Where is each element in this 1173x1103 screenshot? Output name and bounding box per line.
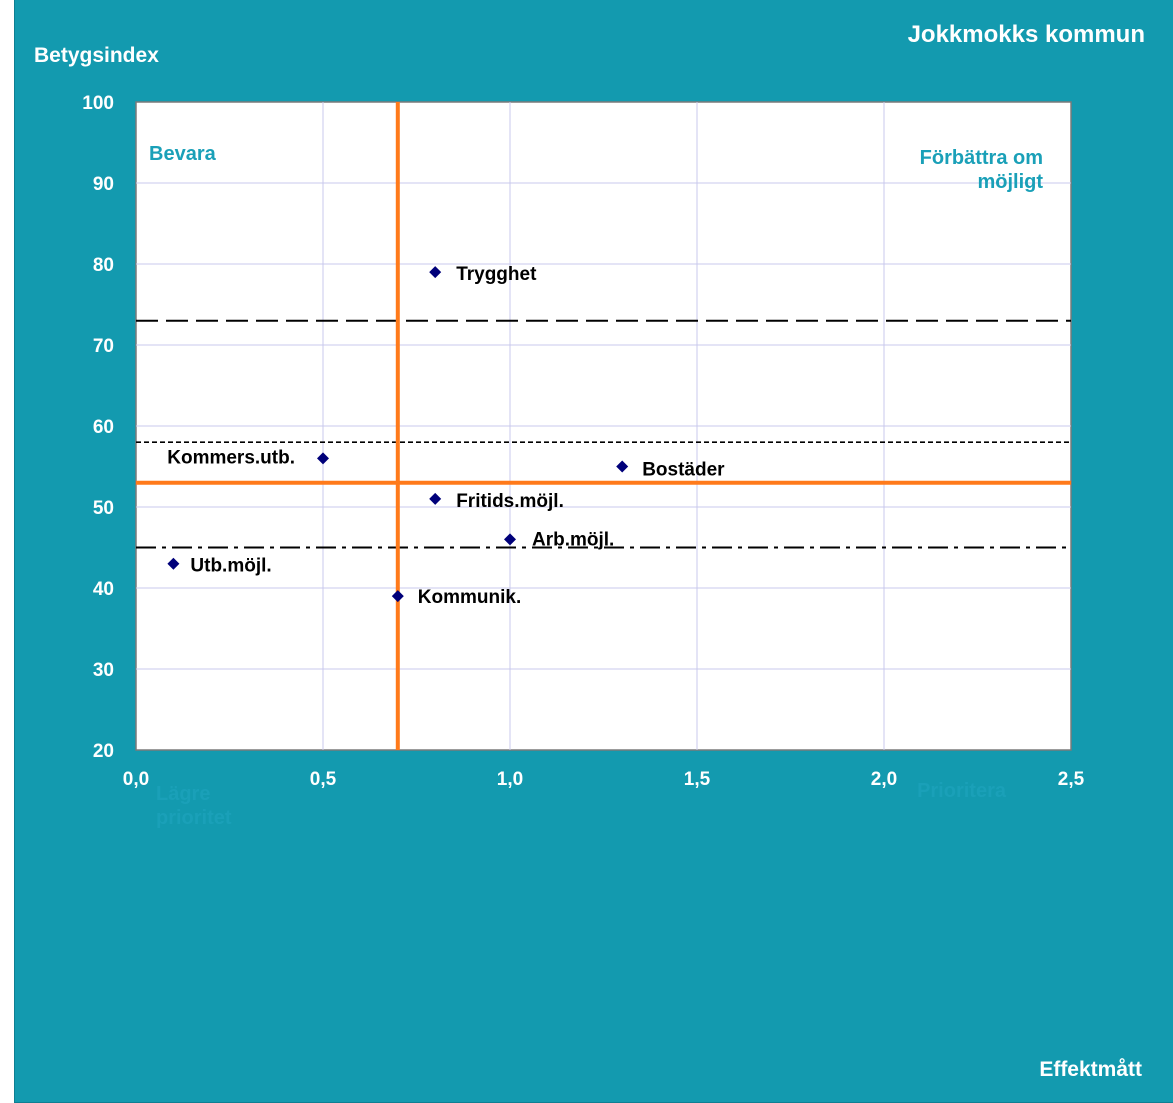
quadrant-label-top-left: Bevara <box>149 143 217 165</box>
data-point-marker <box>429 492 442 505</box>
x-tick-label: 0,0 <box>123 769 149 790</box>
y-tick-label: 40 <box>93 579 114 600</box>
quadrant-label-bottom-left: Lägre <box>156 783 210 805</box>
data-point-label: Arb.möjl. <box>532 529 614 550</box>
data-point-marker <box>429 266 442 279</box>
data-point-marker <box>167 557 180 570</box>
gridlines <box>136 102 1071 750</box>
x-tick-label: 1,0 <box>497 769 523 790</box>
x-tick-label: 0,5 <box>310 769 337 790</box>
x-tick-label: 2,0 <box>871 769 897 790</box>
data-points: Trygghet Kommers.utb. Bostäder Fritids.möjl… <box>167 264 725 608</box>
y-tick-label: 90 <box>93 174 114 195</box>
y-tick-label: 70 <box>93 336 114 357</box>
y-tick-label: 60 <box>93 417 114 438</box>
y-tick-label: 80 <box>93 255 114 276</box>
data-point-label: Utb.möjl. <box>190 556 271 577</box>
quadrant-label-bottom-right: Prioritera <box>917 780 1007 802</box>
y-tick-label: 50 <box>93 498 114 519</box>
x-tick-label: 2,5 <box>1058 769 1085 790</box>
data-point-label: Bostäder <box>642 460 725 481</box>
data-point-marker <box>616 460 629 473</box>
data-point-marker <box>504 533 516 546</box>
x-axis-title: Effektmått <box>1039 1058 1142 1081</box>
y-tick-label: 100 <box>82 93 114 114</box>
x-tick-label: 1,5 <box>684 769 711 790</box>
y-tick-label: 20 <box>93 741 114 762</box>
data-point-label: Kommers.utb. <box>167 447 295 468</box>
data-point-marker <box>391 590 404 603</box>
y-tick-label: 30 <box>93 660 114 681</box>
data-point-label: Fritids.möjl. <box>456 491 564 512</box>
chart-title: Jokkmokks kommun <box>908 21 1145 48</box>
quadrant-label-top-right: Förbättra om <box>920 147 1043 169</box>
data-point-marker <box>317 452 329 465</box>
reference-lines <box>136 102 1071 750</box>
y-axis-title: Betygsindex <box>34 44 159 67</box>
data-point-label: Trygghet <box>456 264 537 285</box>
axis-ticks: 0,0 0,5 1,0 1,5 2,0 2,5 20 30 40 50 60 70 80 90 100 <box>82 93 1084 790</box>
quadrant-label-top-right: möjligt <box>977 171 1043 193</box>
data-point-label: Kommunik. <box>418 587 521 608</box>
quadrant-label-bottom-left: prioritet <box>156 807 232 829</box>
